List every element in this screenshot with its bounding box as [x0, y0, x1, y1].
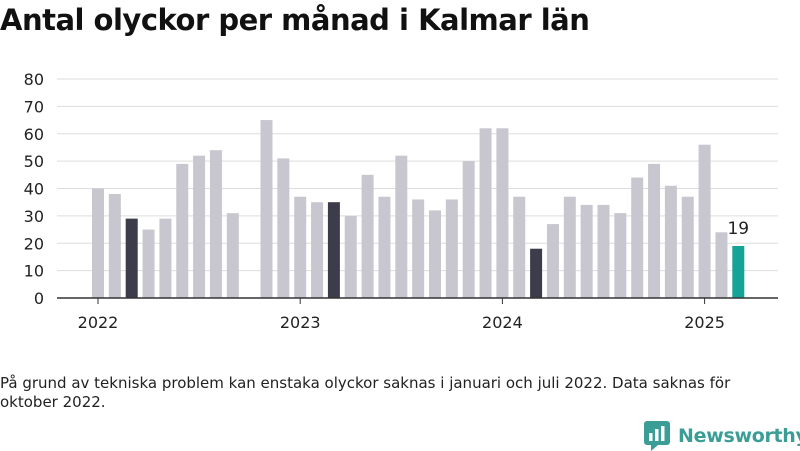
bar-2022-02	[108, 193, 121, 298]
x-tick-label: 2022	[78, 313, 119, 332]
bar-2023-09	[429, 210, 441, 298]
bar-2025-03	[732, 245, 745, 298]
chart-title: Antal olyckor per månad i Kalmar län	[0, 3, 590, 37]
y-tick-label: 30	[24, 207, 44, 226]
bar-2025-02	[715, 232, 728, 298]
bar-2022-07	[193, 155, 206, 298]
bar-2024-03	[530, 248, 543, 298]
bar-2023-05	[361, 174, 374, 298]
x-axis-ticks: 2022 2023 2024 2025	[78, 298, 725, 332]
bar-2024-11	[664, 185, 677, 298]
bar-2025-01	[698, 144, 711, 298]
y-tick-label: 40	[24, 180, 44, 199]
bar-2022-06	[176, 163, 189, 298]
bar-2024-07	[597, 204, 610, 298]
bar-2023-10	[445, 199, 458, 298]
bar-2022-04	[142, 229, 155, 298]
bar-2024-02	[513, 196, 526, 298]
bar-2024-05	[563, 196, 576, 298]
bar-2023-07	[395, 155, 408, 298]
y-tick-label: 0	[34, 289, 44, 308]
bar-2024-06	[580, 204, 593, 298]
bar-2023-01	[294, 196, 307, 298]
bar-chart: 0 10 20 30 40 50 60 70 80 2022 2023 2024 2025 19	[24, 70, 778, 332]
y-tick-label: 20	[24, 234, 44, 253]
y-tick-label: 80	[24, 70, 44, 89]
newsworthy-logo-icon	[644, 421, 670, 451]
y-tick-label: 10	[24, 262, 44, 281]
bar-2024-09	[631, 177, 644, 298]
bars	[92, 120, 745, 298]
bar-2024-12	[681, 196, 694, 298]
y-tick-label: 60	[24, 125, 44, 144]
y-tick-label: 70	[24, 97, 44, 116]
y-tick-label: 50	[24, 152, 44, 171]
bar-2022-09	[226, 213, 239, 298]
bar-2022-11	[260, 120, 273, 298]
bar-2024-04	[546, 224, 559, 298]
bar-2022-01	[92, 188, 104, 298]
bar-2023-03	[327, 202, 340, 298]
bar-2024-10	[648, 163, 661, 298]
x-tick-label: 2025	[684, 313, 725, 332]
bar-2023-11	[462, 161, 475, 298]
footnote: På grund av tekniska problem kan enstaka…	[0, 374, 731, 411]
bar-2022-05	[159, 218, 172, 298]
brand-name: Newsworthy	[678, 425, 800, 447]
bar-2023-12	[479, 128, 492, 298]
bar-2023-08	[412, 199, 425, 298]
bar-2022-03	[125, 218, 138, 298]
bar-2024-01	[496, 128, 509, 298]
x-tick-label: 2023	[280, 313, 321, 332]
newsworthy-brand[interactable]: Newsworthy	[644, 421, 800, 451]
bar-2023-02	[311, 202, 324, 298]
x-tick-label: 2024	[482, 313, 523, 332]
value-label: 19	[727, 219, 749, 239]
annotations: 19	[727, 219, 749, 239]
bar-2023-06	[378, 196, 391, 298]
bar-2022-08	[209, 150, 222, 298]
bar-2022-12	[277, 158, 290, 298]
y-axis-tick-labels: 0 10 20 30 40 50 60 70 80	[24, 70, 44, 308]
bar-2024-08	[614, 213, 627, 298]
bar-2023-04	[344, 215, 357, 298]
